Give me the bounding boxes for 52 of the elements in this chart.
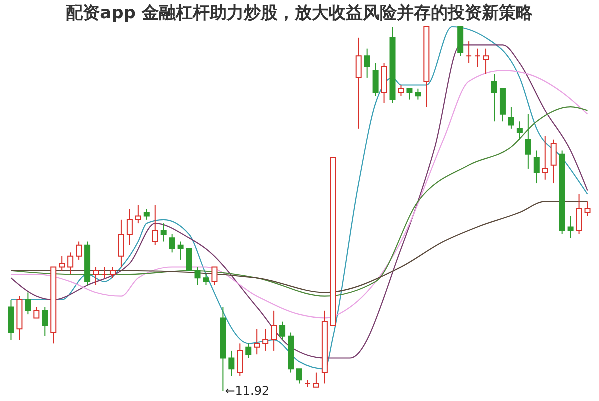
annotation: ←11.92 — [225, 384, 270, 398]
chart-title: 配资app 金融杠杆助力炒股，放大收益风险并存的投资新策略 — [66, 3, 534, 24]
candlestick — [398, 84, 404, 97]
candlestick — [126, 208, 133, 246]
candlestick — [525, 114, 532, 170]
candlestick — [144, 208, 150, 220]
candlestick — [550, 139, 557, 184]
candlestick — [152, 204, 158, 246]
candlestick — [135, 204, 142, 224]
candlestick — [296, 368, 302, 384]
candlestick — [584, 201, 591, 217]
candlestick — [406, 88, 413, 100]
candlestick — [508, 106, 514, 130]
candlestick — [364, 48, 370, 78]
candlestick — [68, 252, 74, 276]
candlestick — [203, 274, 210, 286]
candlestick — [568, 216, 574, 239]
candlestick — [169, 234, 176, 254]
candlestick — [93, 266, 100, 286]
candlestick — [59, 256, 66, 272]
candlestick — [237, 343, 244, 377]
candlestick — [42, 306, 48, 337]
candlestick — [262, 328, 269, 352]
candlestick — [160, 223, 167, 242]
candlestick — [474, 48, 481, 68]
candlestick — [25, 292, 32, 316]
candlestick — [212, 266, 218, 286]
candlestick — [178, 241, 184, 260]
candlestick — [466, 41, 472, 64]
candlestick — [254, 328, 260, 356]
candlestick — [110, 266, 116, 279]
candlestick — [415, 88, 422, 100]
candlestick — [228, 350, 235, 377]
candlestick — [576, 194, 582, 235]
candlestick — [246, 343, 252, 359]
candlestick — [34, 306, 40, 319]
candlestick — [280, 321, 286, 341]
candlestick — [492, 74, 498, 122]
candlestick — [356, 37, 362, 130]
candlestick — [534, 150, 540, 184]
candlestick — [76, 241, 82, 260]
candlestick — [194, 266, 201, 286]
candlestick — [516, 121, 523, 140]
candlestick — [271, 310, 278, 352]
candlestick — [372, 62, 379, 97]
candlestick — [313, 372, 320, 388]
candlestick — [186, 248, 192, 272]
candlestick — [102, 266, 108, 279]
candlestick — [483, 48, 490, 75]
candlestick — [118, 219, 124, 268]
candlestick — [304, 380, 311, 388]
candlestick — [542, 136, 548, 180]
